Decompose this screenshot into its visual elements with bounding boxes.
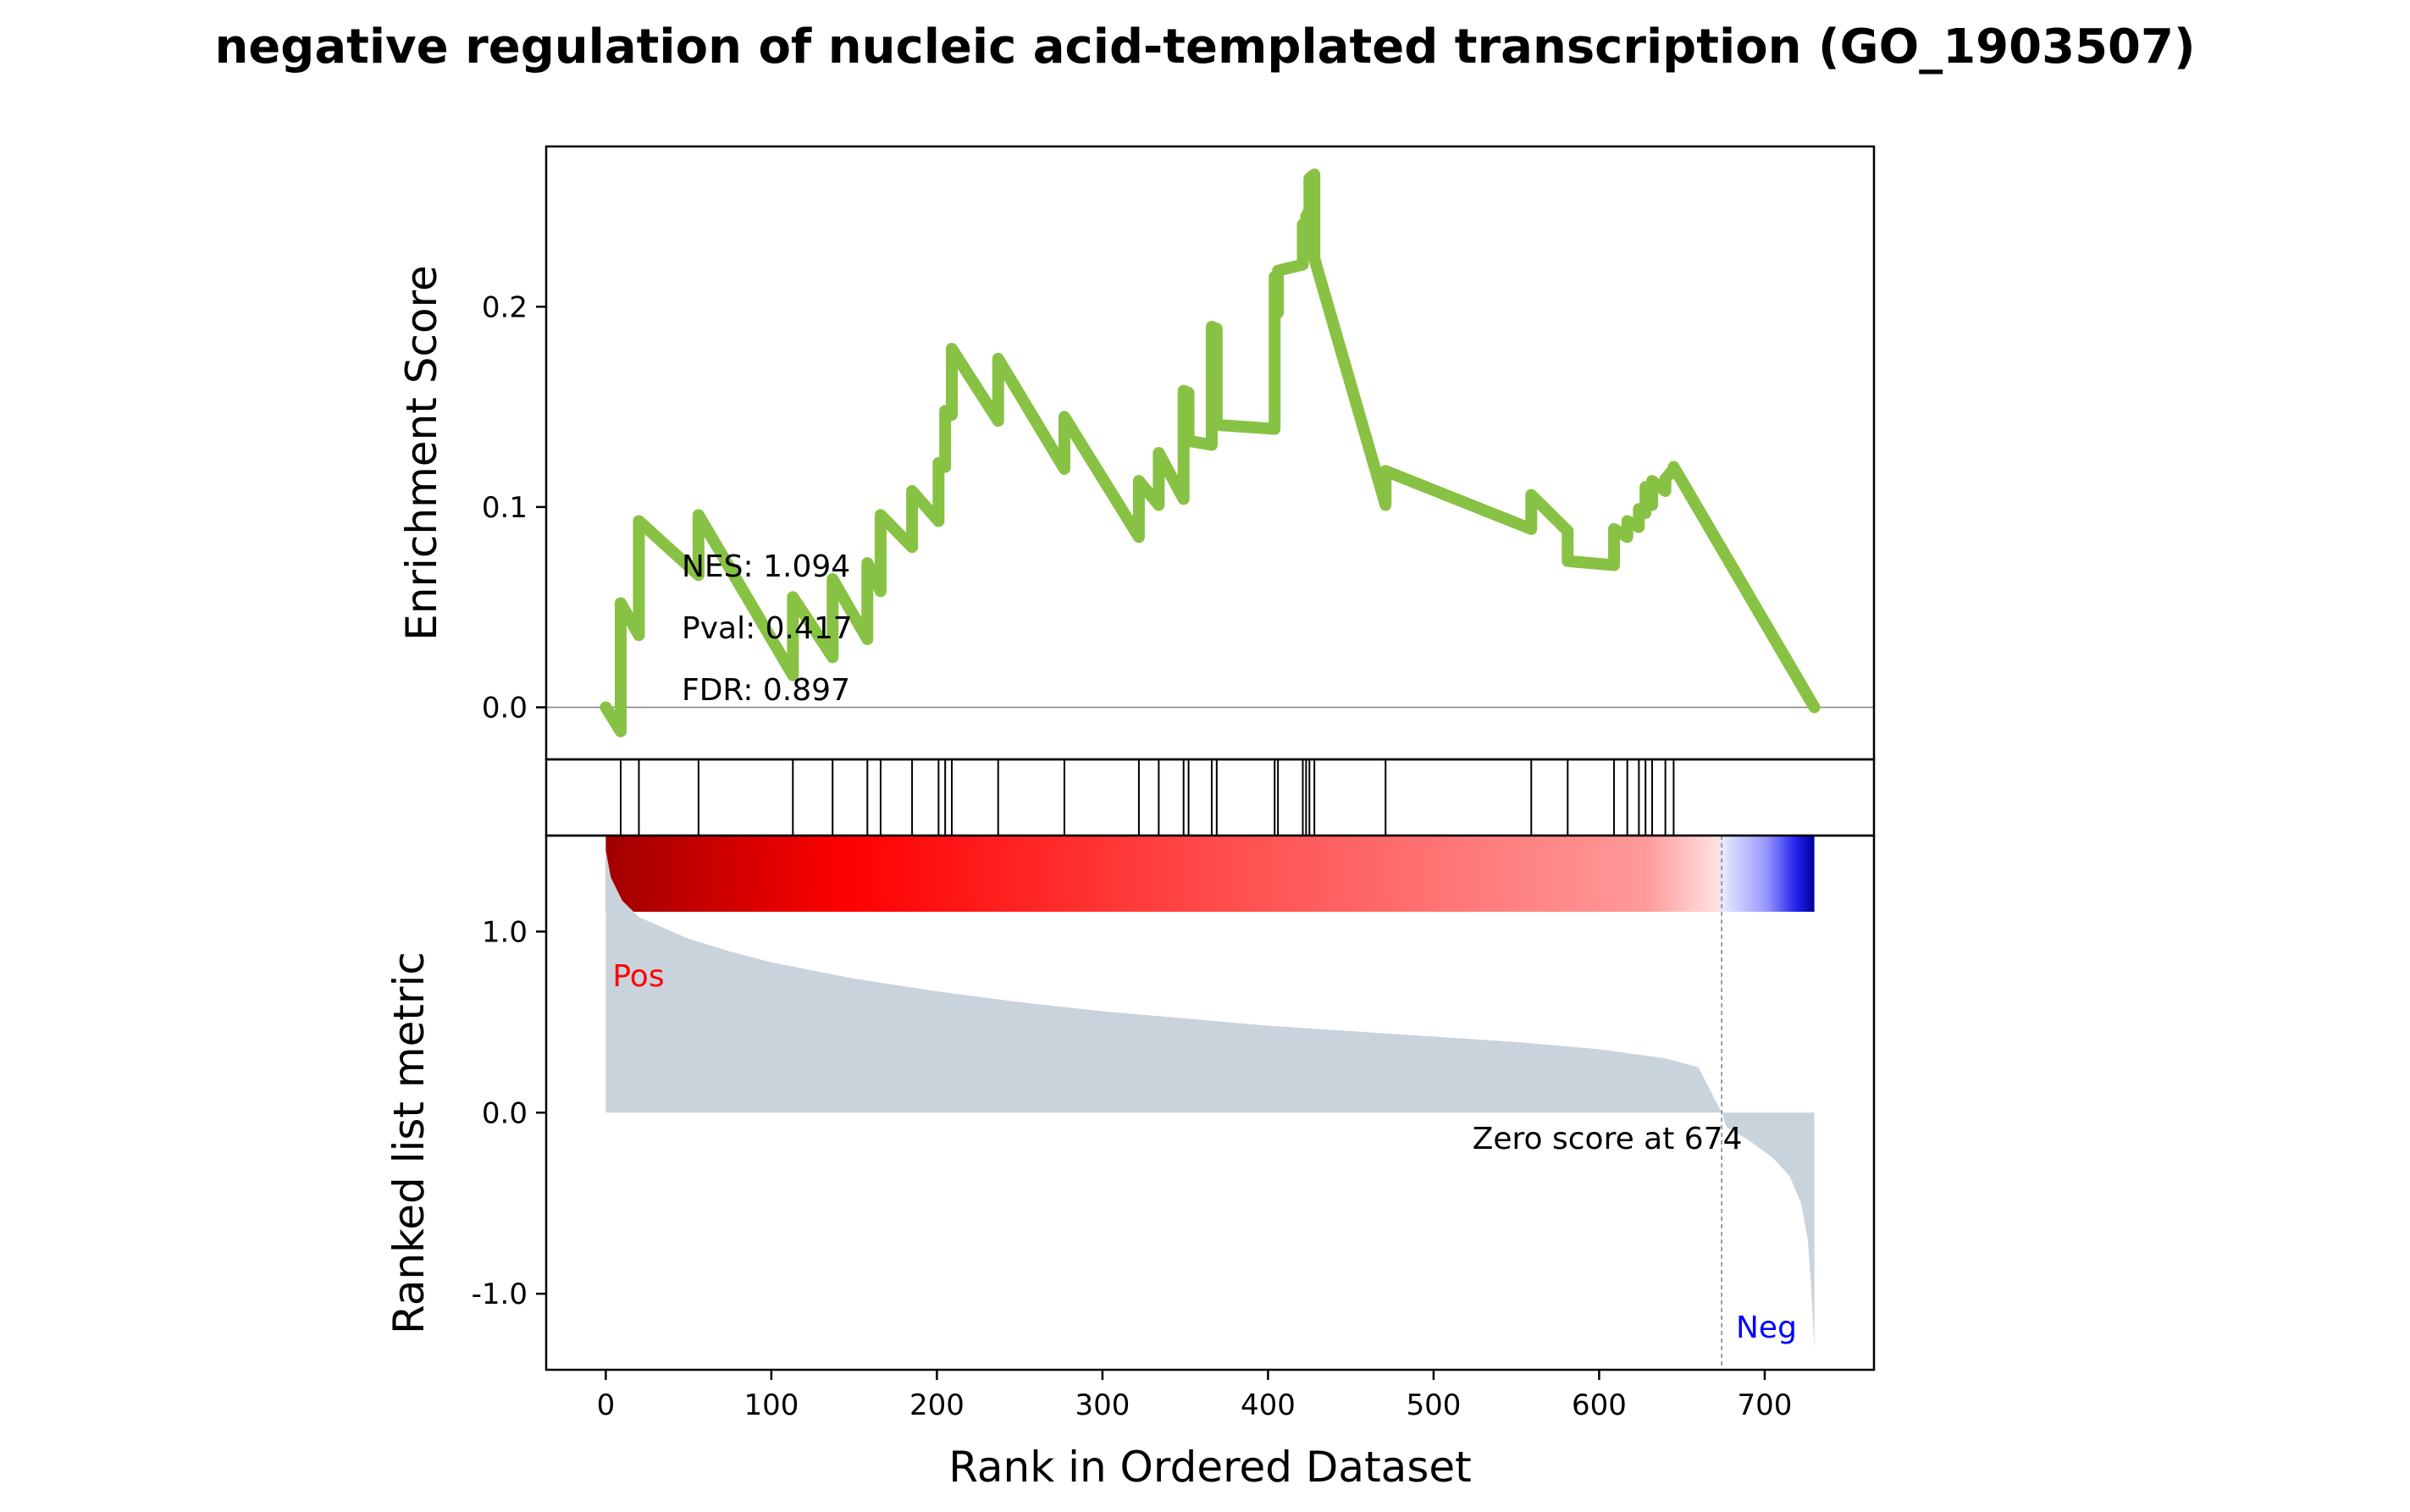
x-tick-label: 500	[1406, 1388, 1461, 1422]
rm-y-tick-label: -1.0	[472, 1277, 528, 1311]
rm-y-tick-label: 1.0	[482, 915, 528, 949]
ranked-metric-y-axis-label: Ranked list metric	[384, 952, 434, 1334]
hits-panel	[544, 758, 1876, 837]
hits-panel-frame	[544, 758, 1876, 837]
x-axis-label: Rank in Ordered Dataset	[948, 1443, 1471, 1492]
ranked-metric-panel-frame	[544, 834, 1876, 1371]
es-y-tick-label: 0.2	[482, 290, 528, 324]
x-tick-label: 300	[1075, 1388, 1130, 1422]
pos-label: Pos	[612, 959, 664, 994]
es-stats: NES: 1.094 Pval: 0.417 FDR: 0.897	[682, 549, 853, 708]
es-y-tick-label: 0.1	[482, 491, 528, 525]
x-tick-label: 200	[909, 1388, 965, 1422]
es-y-tick-label: 0.0	[482, 691, 528, 725]
zero-score-label: Zero score at 674	[1473, 1122, 1743, 1156]
rm-y-tick-label: 0.0	[482, 1096, 528, 1130]
es-panel-frame	[544, 145, 1876, 761]
neg-label: Neg	[1736, 1311, 1797, 1345]
enrichment-score-line	[600, 168, 1821, 737]
nes-stat: NES: 1.094	[682, 549, 850, 584]
rank-colorbar	[605, 836, 1815, 912]
x-tick-label: 400	[1241, 1388, 1296, 1422]
fdr-stat: FDR: 0.897	[682, 673, 850, 708]
es-y-axis-label: Enrichment Score	[397, 265, 446, 641]
x-tick-label: 600	[1572, 1388, 1627, 1422]
pval-stat: Pval: 0.417	[682, 611, 853, 646]
x-tick-label: 100	[743, 1388, 799, 1422]
x-tick-label: 0	[597, 1388, 616, 1422]
enrichment-score-panel: NES: 1.094 Pval: 0.417 FDR: 0.897 0.0 0.1…	[397, 145, 1876, 761]
ranked-metric-panel: Pos Neg Zero score at 674 -1.0 0.0 1.0 Ran…	[384, 834, 1876, 1492]
ranked-metric-area	[605, 850, 1815, 1349]
x-tick-label: 700	[1738, 1388, 1793, 1422]
chart-title: negative regulation of nucleic acid-temp…	[214, 19, 2195, 74]
